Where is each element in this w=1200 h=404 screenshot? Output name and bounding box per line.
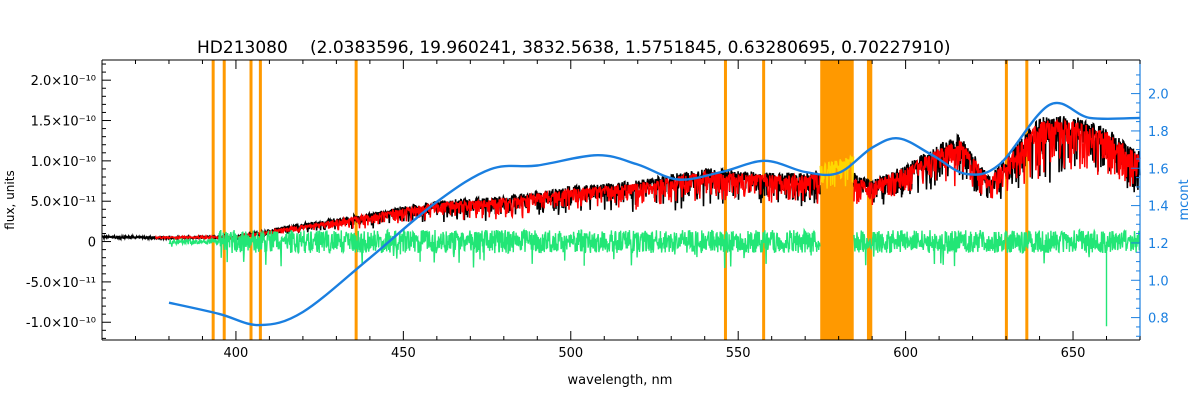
y-tick-label: 1.0×10⁻¹⁰ [31,155,96,170]
y-tick-label: 5.0×10⁻¹¹ [31,195,96,210]
y-right-axis-label: mcont [1177,179,1192,220]
y-tick-label: -1.0×10⁻¹⁰ [26,316,96,331]
residual-series [168,227,1141,327]
y-right-tick-label: 0.8 [1148,312,1169,327]
masked-line [222,60,226,340]
masked-line [249,60,253,340]
masked-regions [211,60,1029,340]
masked-line [869,60,873,340]
chart-title: HD213080 [197,38,288,58]
y-right-tick-label: 1.0 [1148,274,1169,289]
y-tick-label: -5.0×10⁻¹¹ [26,276,96,291]
y-tick-label: 0 [88,236,96,251]
x-tick-label: 550 [726,346,751,361]
axes: 400 450 500 550 600 650 2.0×10⁻¹⁰ 1.5×10⁻¹⁰ 1.0×… [26,59,1169,361]
masked-line [866,60,870,340]
x-tick-label: 400 [224,346,249,361]
y-tick-label: 2.0×10⁻¹⁰ [31,74,96,89]
y-right-tick-label: 1.4 [1148,200,1169,215]
masked-line [354,60,358,340]
x-tick-label: 500 [558,346,583,361]
model-spectrum-line [154,118,1141,241]
continuum-line [168,101,1141,327]
continuum-series [168,101,1141,327]
y-right-tick-label: 1.8 [1148,125,1169,140]
masked-line [1025,60,1029,340]
y-right-tick-label: 1.6 [1148,162,1169,177]
x-tick-label: 600 [893,346,918,361]
x-tick-label: 650 [1061,346,1086,361]
x-axis-label: wavelength, nm [568,373,673,388]
x-tick-label: 450 [391,346,416,361]
y-right-tick-label: 2.0 [1148,88,1169,103]
masked-line [211,60,215,340]
y-tick-label: 1.5×10⁻¹⁰ [31,115,96,130]
masked-line [258,60,262,340]
y-right-tick-label: 1.2 [1148,237,1169,252]
masked-line [1004,60,1008,340]
masked-band [820,60,854,340]
chart-subtitle: (2.0383596, 19.960241, 3832.5638, 1.5751… [310,38,951,58]
y-axis-label: flux, units [3,170,17,229]
residual-line [168,227,1141,327]
masked-line [762,60,766,340]
